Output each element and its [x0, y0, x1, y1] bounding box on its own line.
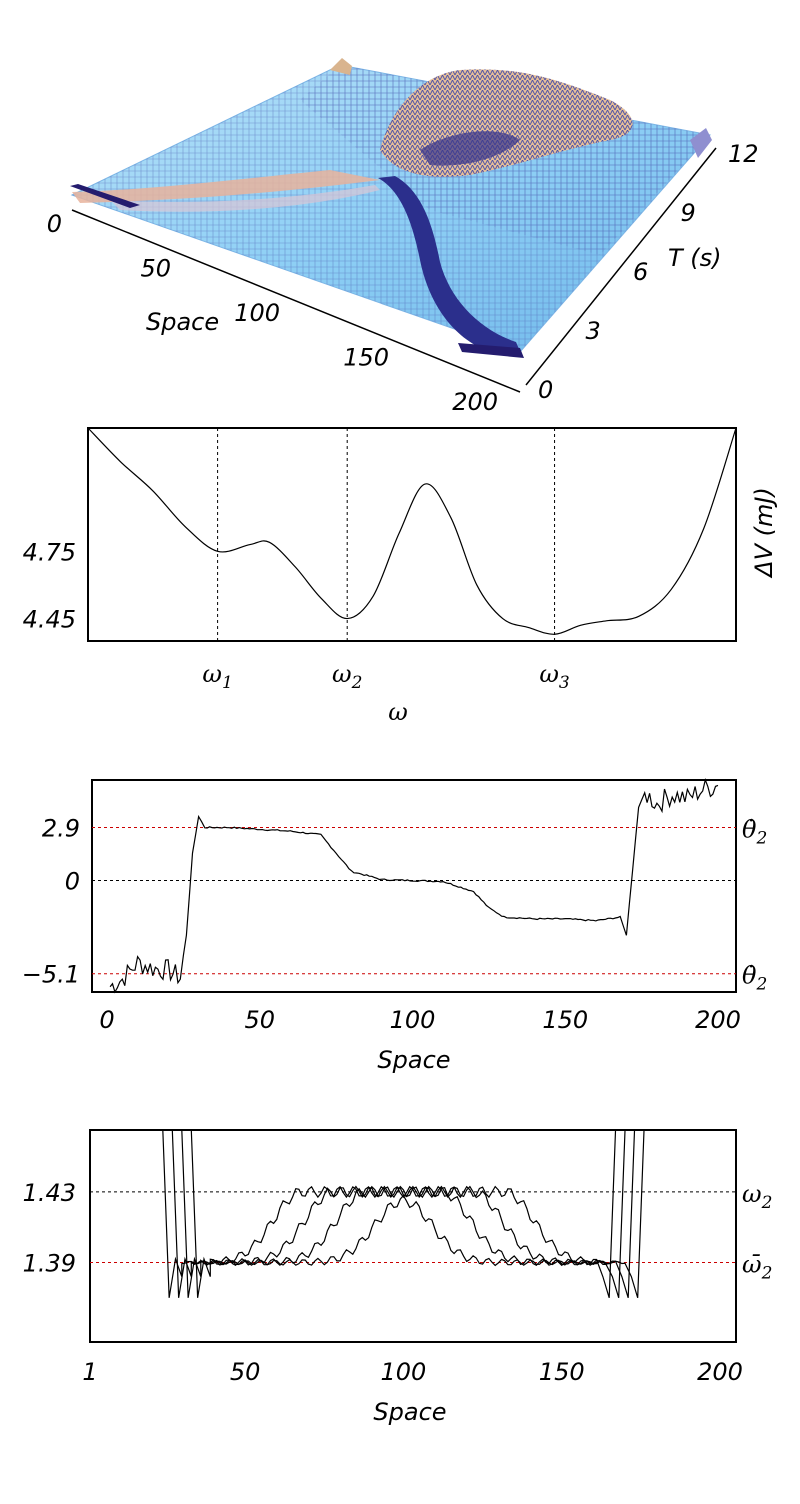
space-axis: [71, 209, 521, 393]
kink-trajectory: [378, 176, 522, 356]
velocity-tick-label: −5.1: [22, 961, 80, 989]
frequency-x-axis-label: Space: [373, 1398, 446, 1426]
time-axis: [525, 147, 717, 386]
velocity-x-ticks: 0 50 100 150 200: [99, 1006, 741, 1034]
energy-y-ticks: 4.75 4.45: [23, 538, 76, 633]
time-tick-label: 12: [728, 140, 759, 168]
space-tick-label: 150: [343, 344, 389, 372]
energy-plot-frame: [87, 427, 737, 642]
end-cap-left: [70, 184, 140, 208]
space-tick-label: 50: [140, 255, 171, 283]
time-axis-label: T (s): [668, 244, 722, 272]
space-tick-label: 0: [47, 210, 62, 238]
velocity-reference-lines: [92, 827, 736, 975]
velocity-x-tick-label: 50: [244, 1006, 275, 1034]
energy-tick-label: 4.75: [23, 538, 76, 566]
time-tick-label: 9: [681, 199, 696, 227]
frequency-tick-label: 1.39: [23, 1250, 76, 1278]
frequency-plot-frame: [89, 1129, 737, 1343]
frequency-x-tick-label: 1: [82, 1358, 97, 1386]
time-tick-label: 6: [633, 258, 648, 286]
frequency-plot: 1.431.39 1 50 100 150 200 ω2ω̄2 Space: [23, 1129, 772, 1426]
energy-bump-dark: [420, 131, 520, 166]
velocity-right-labels: θ̇2 θ̇2: [742, 816, 767, 995]
velocity-right-label: θ̇2: [742, 816, 767, 849]
velocity-plot-frame: [91, 779, 737, 993]
velocity-curve: [109, 777, 719, 994]
frequency-tick-label: 1.43: [23, 1179, 76, 1207]
frequency-curve: [181, 1129, 626, 1299]
velocity-x-tick-label: 0: [99, 1006, 114, 1034]
space-tick-label: 200: [452, 388, 498, 416]
velocity-x-tick-label: 150: [542, 1006, 588, 1034]
frequency-right-label: ω2: [742, 1180, 772, 1213]
frequency-x-tick-label: 100: [381, 1358, 427, 1386]
velocity-x-axis-label: Space: [377, 1046, 450, 1074]
velocity-right-label: θ̇2: [742, 962, 767, 995]
frequency-x-tick-label: 150: [539, 1358, 585, 1386]
energy-tick-label: 4.45: [23, 606, 76, 634]
omega-tick-label: ω2: [332, 660, 362, 693]
frequency-curve: [162, 1129, 645, 1299]
frequency-x-tick-label: 200: [697, 1358, 743, 1386]
omega-tick-label: ω1: [202, 660, 232, 693]
energy-axis-label: ΔV (mJ): [750, 487, 778, 579]
energy-spike-left: [330, 58, 352, 75]
space-axis-label: Space: [146, 308, 219, 336]
velocity-plot: 2.9 0 −5.1 0 50 100 150 200 θ̇2 θ̇2 Space: [22, 777, 767, 1074]
wave-front-left-2: [110, 185, 380, 212]
velocity-x-tick-label: 200: [695, 1006, 741, 1034]
frequency-x-ticks: 1 50 100 150 200: [82, 1358, 743, 1386]
frequency-curve: [171, 1129, 636, 1299]
time-axis-ticks: 0 3 6 9 12: [538, 140, 759, 404]
velocity-y-ticks: 2.9 0 −5.1: [22, 815, 80, 989]
frequency-curve: [190, 1129, 617, 1299]
energy-spike-right: [690, 128, 712, 158]
energy-plot: 4.75 4.45 ω1 ω2 ω3 ω ΔV (mJ): [23, 427, 778, 726]
frequency-right-label: ω̄2: [742, 1251, 772, 1284]
velocity-tick-label: 0: [65, 868, 80, 896]
velocity-x-tick-label: 100: [390, 1006, 436, 1034]
frequency-y-ticks: 1.43 1.39: [23, 1179, 76, 1278]
omega-tick-label: ω3: [539, 660, 569, 693]
time-tick-label: 3: [586, 317, 601, 345]
energy-curve: [87, 427, 737, 635]
omega-markers: [217, 428, 556, 641]
omega-x-ticks: ω1 ω2 ω3: [202, 660, 569, 693]
surface-plot: 0 50 100 150 200 0 3 6 9 12 Space T (s): [47, 58, 759, 416]
wave-front-left: [72, 170, 380, 203]
frequency-x-tick-label: 50: [230, 1358, 261, 1386]
space-tick-label: 100: [234, 299, 280, 327]
velocity-tick-label: 2.9: [42, 815, 80, 843]
space-axis-ticks: 0 50 100 150 200: [47, 210, 498, 416]
time-tick-label: 0: [538, 376, 553, 404]
frequency-curves: [162, 1129, 645, 1299]
end-cap-right: [458, 343, 524, 358]
frequency-right-labels: ω2 ω̄2: [742, 1180, 772, 1284]
omega-axis-label: ω: [388, 698, 408, 726]
